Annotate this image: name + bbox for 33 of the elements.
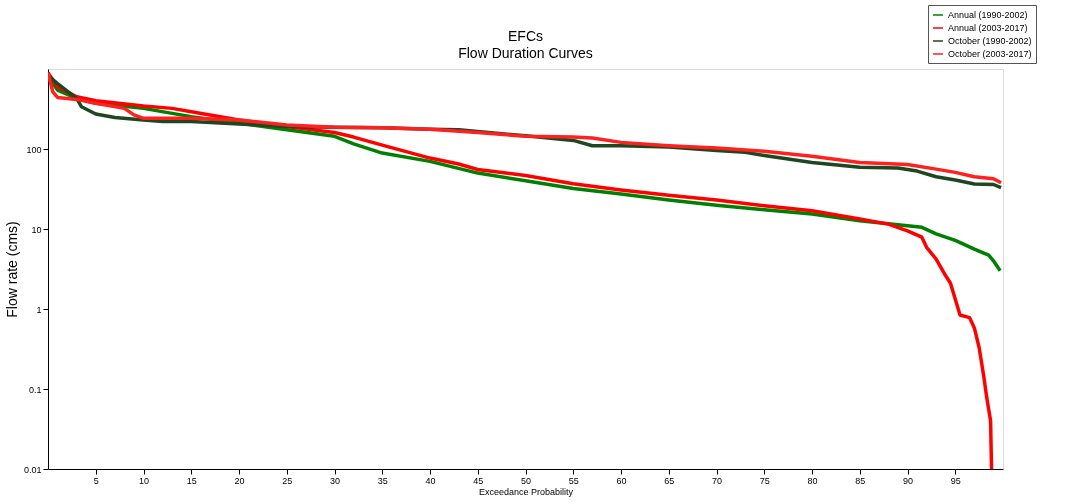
x-tick-label: 40 [425,475,436,486]
x-tick-label: 35 [377,475,388,486]
legend-label: October (1990-2002) [948,36,1032,46]
chart-subtitle: Flow Duration Curves [458,45,593,61]
x-tick-label: 20 [234,475,245,486]
x-tick-label: 45 [473,475,484,486]
x-tick-label: 75 [759,475,770,486]
legend-label: October (2003-2017) [948,49,1032,59]
x-tick-label: 90 [902,475,914,486]
legend-label: Annual (2003-2017) [948,23,1028,33]
y-tick-label: 1 [36,304,42,315]
x-tick-label: 55 [568,475,579,486]
x-tick-label: 70 [711,475,723,486]
x-tick-label: 80 [807,475,818,486]
x-tick-label: 25 [282,475,293,486]
y-tick-label: 0.1 [28,384,42,395]
y-tick-label: 0.01 [23,464,42,475]
x-tick-label: 30 [329,475,341,486]
line-series [48,70,994,469]
x-axis-title: Exceedance Probability [478,486,574,497]
x-tick-label: 60 [616,475,627,486]
x-tick-label: 5 [93,475,99,486]
chart-title: EFCs [508,28,543,44]
legend-label: Annual (1990-2002) [948,10,1028,20]
y-axis-title: Flow rate (cms) [3,221,20,318]
x-tick-label: 85 [855,475,866,486]
y-tick-label: 10 [31,224,42,235]
x-tick-label: 15 [186,475,197,486]
x-tick-label: 65 [664,475,675,486]
x-tick-label: 50 [520,475,532,486]
x-tick-label: 10 [138,475,150,486]
x-tick-label: 95 [950,475,961,486]
y-tick-label: 100 [26,144,42,155]
